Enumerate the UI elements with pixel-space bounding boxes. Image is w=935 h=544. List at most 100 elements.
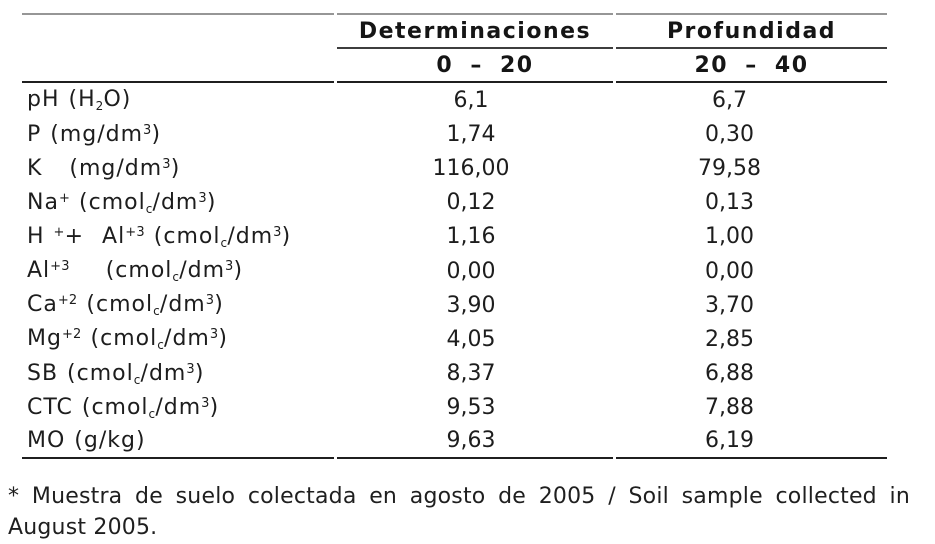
label-segment: O) [103, 87, 132, 113]
label-segment: ) [170, 155, 181, 181]
label-segment: c [157, 338, 165, 353]
label-segment: (cmol [70, 189, 146, 215]
label-segment: 3 [205, 293, 215, 309]
label-segment: SB (cmol [27, 360, 134, 386]
label-segment: (cmol [81, 326, 158, 352]
row-value-depth-20-40: 6,7 [712, 87, 747, 113]
label-segment: /dm [155, 394, 202, 420]
row-value-depth-20-40: 2,85 [705, 326, 754, 352]
label-segment: 3 [273, 224, 282, 240]
row-label: Mg+2 (cmolc/dm3) [22, 322, 334, 356]
header-spacer [22, 13, 334, 49]
label-segment: c [153, 304, 160, 319]
label-segment: /dm [159, 292, 206, 318]
header-row: Determinaciones Profundidad [22, 13, 887, 49]
row-value-depth-20-40: 3,70 [705, 292, 754, 318]
subheader-depth-0-20: 0 – 20 [337, 49, 613, 83]
row-value-depth-20-40: 0,30 [705, 121, 754, 147]
label-segment: c [220, 235, 228, 250]
label-segment: ) [194, 360, 205, 386]
subheader-spacer [22, 49, 334, 83]
label-segment: + Al [64, 223, 126, 249]
label-segment: +3 [50, 259, 70, 275]
label-segment: 3 [186, 361, 195, 377]
label-segment: 3 [198, 190, 207, 206]
label-segment: Na [27, 189, 59, 215]
row-value-depth-0-20: 6,1 [453, 87, 489, 113]
label-segment: /dm [140, 360, 187, 386]
table-row-mo: MO (g/kg) 9,63 6,19 [22, 425, 887, 460]
label-segment: /dm [164, 326, 210, 352]
soil-analysis-table: Determinaciones Profundidad 0 – 20 20 – … [19, 13, 890, 460]
label-segment: pH (H [27, 87, 96, 113]
label-segment: (cmol [69, 258, 173, 284]
label-segment: /dm [179, 258, 226, 284]
label-segment: (cmol [77, 292, 154, 318]
table-row-na: Na+ (cmolc/dm3) 0,12 0,13 [22, 186, 887, 220]
row-label: H ++ Al+3 (cmolc/dm3) [22, 220, 334, 254]
header-profundidad: Profundidad [616, 13, 887, 49]
row-value-depth-0-20: 8,37 [446, 361, 496, 387]
row-value-depth-20-40: 1,00 [705, 224, 754, 250]
label-segment: 3 [162, 156, 171, 172]
label-segment: c [133, 372, 141, 387]
row-label: pH (H2O) [22, 83, 334, 117]
label-segment: 2 [95, 99, 104, 114]
row-label: Ca+2 (cmolc/dm3) [22, 288, 334, 322]
row-label: Al+3 (cmolc/dm3) [22, 254, 334, 288]
row-value-depth-0-20: 3,90 [446, 292, 496, 318]
table-row-al: Al+3 (cmolc/dm3) 0,00 0,00 [22, 254, 887, 288]
row-value-depth-0-20: 9,53 [446, 395, 496, 421]
row-value-depth-20-40: 0,00 [705, 258, 754, 284]
label-segment: ) [281, 223, 292, 249]
row-value-depth-20-40: 7,88 [705, 395, 754, 421]
label-segment: c [148, 406, 156, 421]
label-segment: /dm [152, 189, 199, 215]
table-row-sb: SB (cmolc/dm3) 8,37 6,88 [22, 357, 887, 391]
label-segment: + [53, 224, 65, 240]
label-segment: H [27, 223, 54, 249]
table-row-k: K (mg/dm3) 116,00 79,58 [22, 151, 887, 185]
label-segment: ) [209, 394, 220, 420]
row-value-depth-0-20: 116,00 [432, 155, 510, 181]
label-segment: +3 [125, 224, 145, 240]
label-segment: K (mg/dm [27, 155, 163, 181]
table-row-mg: Mg+2 (cmolc/dm3) 4,05 2,85 [22, 322, 887, 356]
label-segment: + [58, 190, 71, 206]
row-label: Na+ (cmolc/dm3) [22, 186, 334, 220]
table-body: pH (H2O) 6,1 6,7 P (mg/dm3) 1,74 0,30 K … [22, 83, 887, 460]
row-value-depth-20-40: 79,58 [698, 155, 761, 181]
label-segment: 3 [225, 259, 234, 275]
row-label: P (mg/dm3) [22, 117, 334, 151]
row-value-depth-0-20: 1,74 [446, 121, 496, 147]
row-value-depth-0-20: 1,16 [446, 224, 496, 250]
label-segment: c [172, 270, 180, 285]
label-segment: Al [27, 258, 51, 284]
row-value-depth-0-20: 0,12 [446, 190, 496, 216]
label-segment: CTC (cmol [27, 394, 149, 420]
row-value-depth-20-40: 0,13 [705, 190, 754, 216]
label-segment: Ca [27, 292, 58, 318]
row-value-depth-20-40: 6,19 [616, 425, 887, 460]
row-value-depth-20-40: 6,88 [705, 361, 754, 387]
table-footnote: * Muestra de suelo colectada en agosto d… [8, 484, 910, 540]
header-determinaciones: Determinaciones [337, 13, 613, 49]
row-value-depth-0-20: 0,00 [446, 258, 496, 284]
table-row-ph: pH (H2O) 6,1 6,7 [22, 83, 887, 117]
label-segment: ) [218, 326, 228, 352]
subheader-row: 0 – 20 20 – 40 [22, 49, 887, 83]
label-segment: (cmol [144, 223, 221, 249]
row-label: MO (g/kg) [22, 425, 334, 460]
label-segment: 3 [201, 395, 210, 411]
label-segment: ) [233, 258, 244, 284]
table-row-p: P (mg/dm3) 1,74 0,30 [22, 117, 887, 151]
row-label: K (mg/dm3) [22, 151, 334, 185]
table-row-ctc: CTC (cmolc/dm3) 9,53 7,88 [22, 391, 887, 425]
table-row-h-al: H ++ Al+3 (cmolc/dm3) 1,16 1,00 [22, 220, 887, 254]
row-value-depth-0-20: 9,63 [337, 425, 613, 460]
label-segment: MO (g/kg) [27, 428, 146, 454]
table-header: Determinaciones Profundidad 0 – 20 20 – … [22, 13, 887, 83]
label-segment: /dm [227, 223, 274, 249]
label-segment: Mg [27, 326, 62, 352]
